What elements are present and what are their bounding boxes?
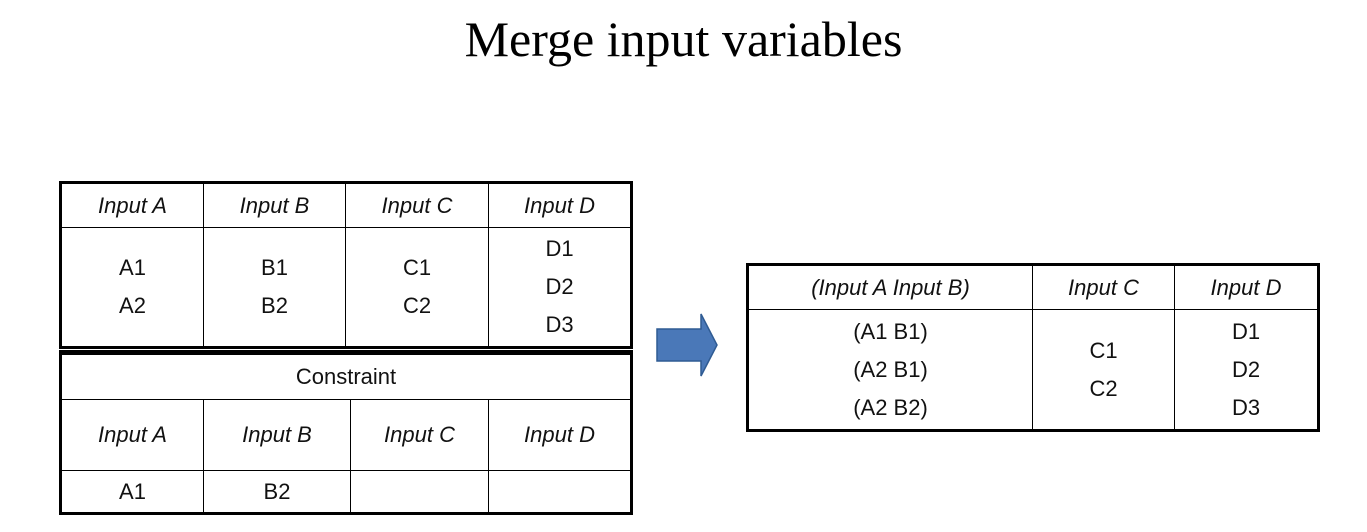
merged-value-c2: C2 [1089, 375, 1118, 401]
constraint-table: Constraint Input A Input B Input C Input… [59, 350, 634, 515]
constraint-input-c-header: Input C [350, 399, 489, 471]
value-c2: C2 [402, 293, 432, 318]
right-arrow-icon [656, 313, 718, 377]
input-d-header: Input D [488, 182, 632, 228]
input-table: Input A Input B Input C Input D A1 A2 B1… [59, 181, 633, 349]
value-a1-b1: (A1 B1) [853, 318, 928, 344]
input-c-values: C1 C2 [345, 227, 489, 348]
input-a-header: Input A [60, 182, 204, 228]
value-b2: B2 [261, 293, 288, 318]
merged-value-c1: C1 [1089, 337, 1118, 363]
constraint-value-b: B2 [203, 470, 351, 514]
constraint-value-c [350, 470, 489, 514]
merged-ab-header: (Input A Input B) [747, 264, 1033, 310]
merged-input-c-values: C1 C2 [1032, 309, 1175, 431]
page-title: Merge input variables [464, 11, 903, 67]
merged-input-d-header: Input D [1174, 264, 1319, 310]
merged-table: (Input A Input B) Input C Input D (A1 B1… [746, 263, 1320, 432]
input-a-values: A1 A2 [60, 227, 204, 348]
constraint-label: Constraint [59, 352, 633, 400]
constraint-value-d [487, 470, 633, 514]
input-d-values: D1 D2 D3 [488, 227, 632, 348]
constraint-input-a-header: Input A [60, 399, 204, 471]
input-b-values: B1 B2 [203, 227, 346, 348]
value-d1: D1 [545, 236, 574, 261]
value-a2-b2: (A2 B2) [853, 394, 928, 420]
input-b-header: Input B [203, 182, 346, 228]
constraint-value-a: A1 [60, 470, 204, 514]
value-b1: B1 [261, 255, 288, 280]
merged-value-d2: D2 [1231, 356, 1261, 382]
merged-value-d1: D1 [1231, 318, 1261, 344]
constraint-input-d-header: Input D [487, 399, 633, 471]
merged-ab-values: (A1 B1) (A2 B1) (A2 B2) [747, 309, 1033, 431]
value-d3: D3 [545, 312, 574, 337]
constraint-input-b-header: Input B [203, 399, 351, 471]
value-d2: D2 [545, 274, 574, 299]
input-c-header: Input C [345, 182, 489, 228]
value-a2-b1: (A2 B1) [853, 356, 928, 382]
merged-input-c-header: Input C [1032, 264, 1175, 310]
value-a1: A1 [119, 255, 146, 280]
value-c1: C1 [402, 255, 432, 280]
merged-value-d3: D3 [1231, 394, 1261, 420]
value-a2: A2 [119, 293, 146, 318]
merged-input-d-values: D1 D2 D3 [1174, 309, 1319, 431]
